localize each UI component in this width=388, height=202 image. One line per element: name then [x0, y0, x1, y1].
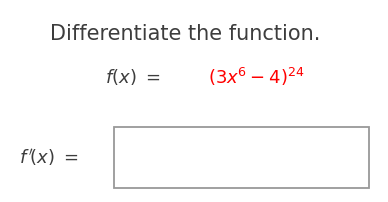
Text: $\mathit{f}\,'\!(\mathit{x})\ =$: $\mathit{f}\,'\!(\mathit{x})\ =$: [19, 147, 79, 168]
Text: Differentiate the function.: Differentiate the function.: [50, 24, 321, 44]
Text: $(3\mathit{x}^6-4)^{24}$: $(3\mathit{x}^6-4)^{24}$: [208, 66, 304, 88]
Text: $\mathit{f}(\mathit{x})\ =\ $: $\mathit{f}(\mathit{x})\ =\ $: [105, 67, 160, 87]
FancyBboxPatch shape: [114, 127, 369, 188]
